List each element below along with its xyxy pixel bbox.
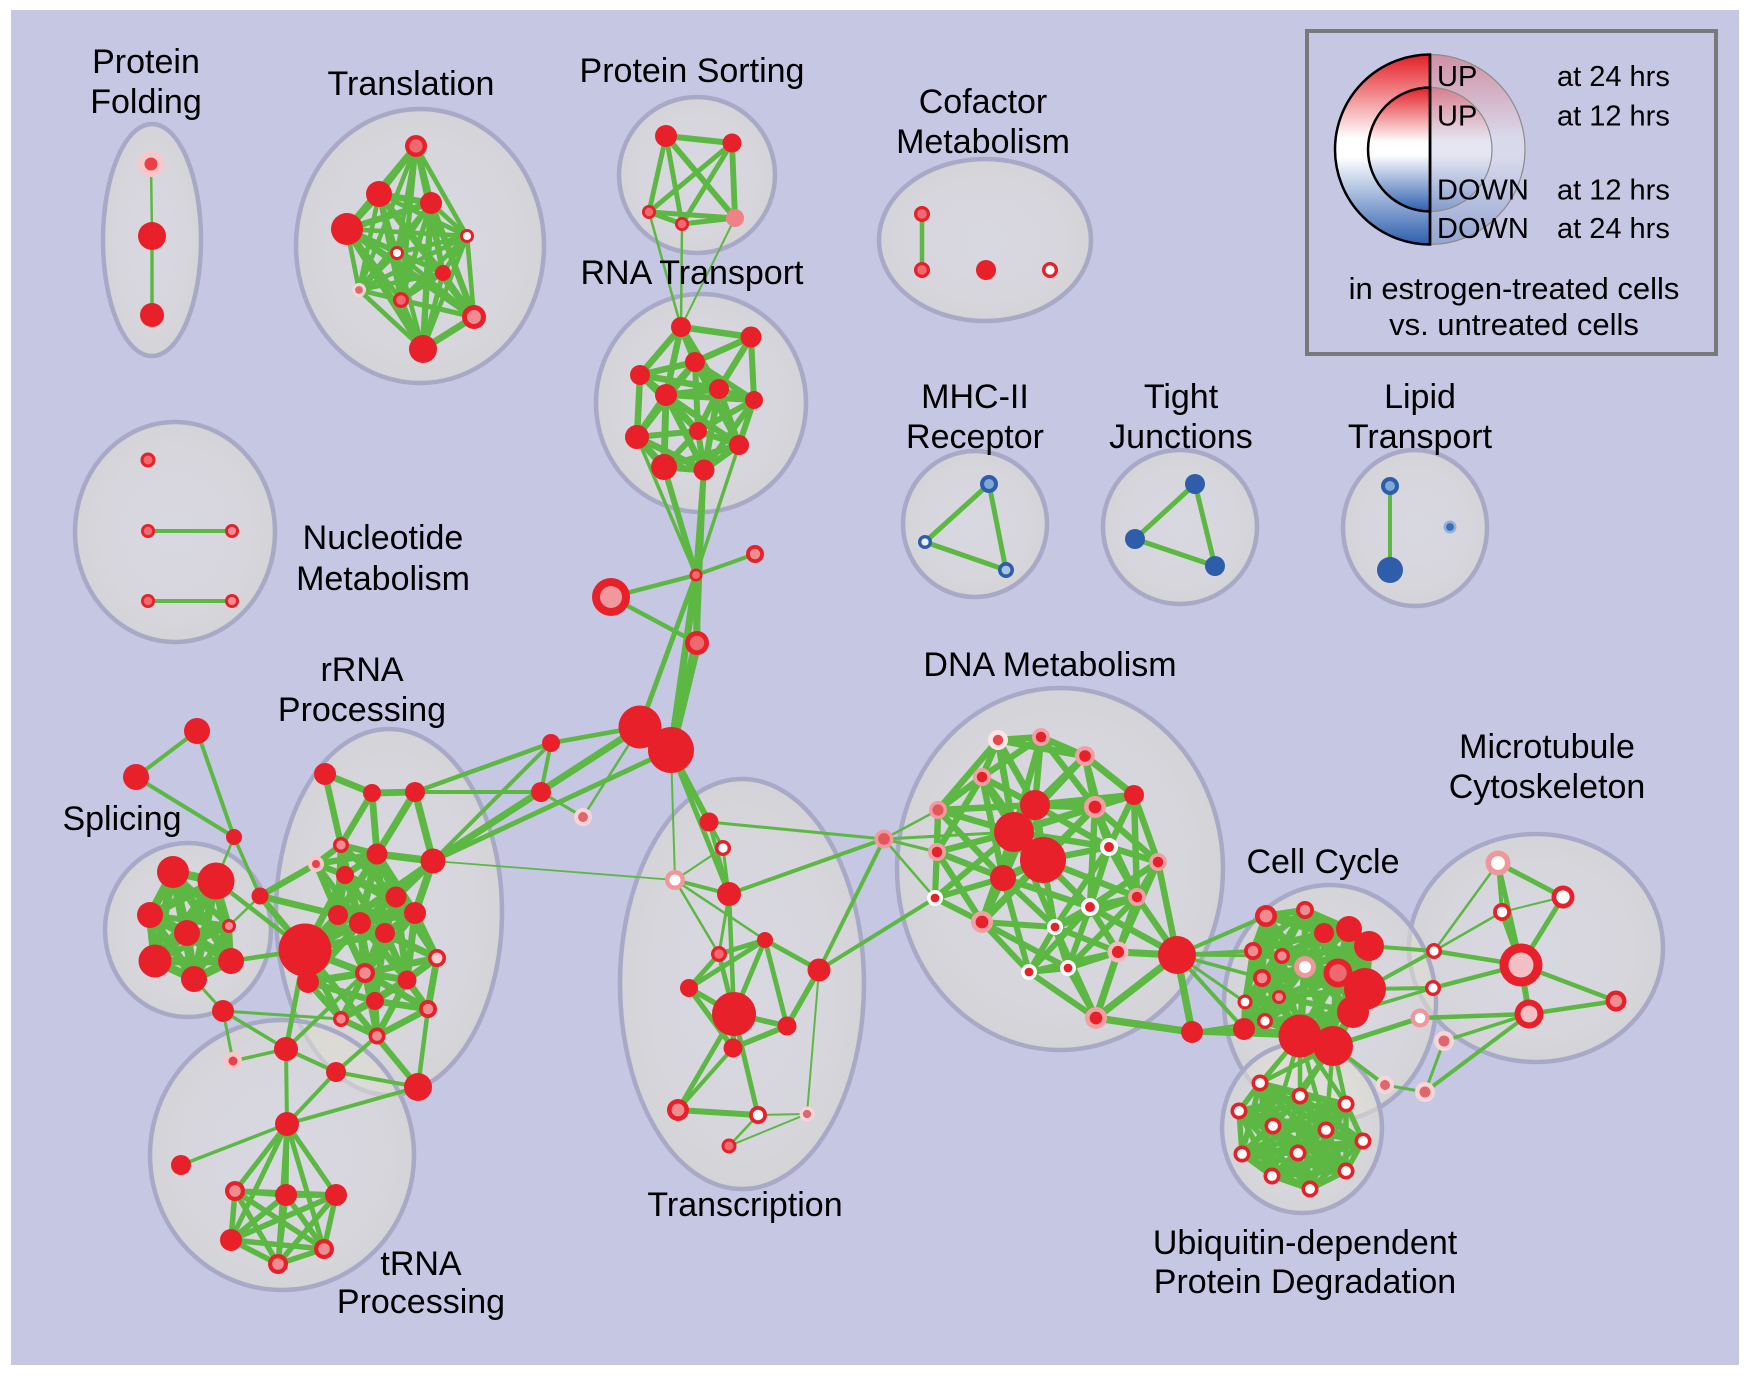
svg-text:vs. untreated cells: vs. untreated cells <box>1389 307 1639 342</box>
svg-text:Protein Sorting: Protein Sorting <box>580 52 805 90</box>
svg-text:Transcription: Transcription <box>647 1186 842 1224</box>
svg-text:Translation: Translation <box>328 65 495 103</box>
svg-text:Protein Degradation: Protein Degradation <box>1154 1263 1456 1301</box>
svg-text:Ubiquitin-dependent: Ubiquitin-dependent <box>1153 1224 1458 1262</box>
svg-text:DOWN: DOWN <box>1437 213 1529 245</box>
svg-text:in estrogen-treated cells: in estrogen-treated cells <box>1349 271 1680 306</box>
svg-text:Cell Cycle: Cell Cycle <box>1246 843 1399 881</box>
svg-text:Processing: Processing <box>337 1283 505 1321</box>
svg-text:Folding: Folding <box>90 83 202 121</box>
svg-text:Protein: Protein <box>92 43 200 81</box>
svg-text:MHC-II: MHC-II <box>921 378 1029 416</box>
svg-text:Junctions: Junctions <box>1109 418 1253 456</box>
svg-text:Cofactor: Cofactor <box>919 83 1048 121</box>
svg-text:Receptor: Receptor <box>906 418 1044 456</box>
svg-text:UP: UP <box>1437 101 1477 133</box>
svg-text:Metabolism: Metabolism <box>896 123 1070 161</box>
svg-text:Microtubule: Microtubule <box>1459 728 1635 766</box>
svg-text:Nucleotide: Nucleotide <box>303 519 464 557</box>
svg-text:Cytoskeleton: Cytoskeleton <box>1449 768 1646 806</box>
svg-text:DOWN: DOWN <box>1437 175 1529 207</box>
svg-text:UP: UP <box>1437 61 1477 93</box>
svg-text:at 24 hrs: at 24 hrs <box>1557 213 1670 245</box>
svg-text:Lipid: Lipid <box>1384 378 1456 416</box>
svg-text:DNA Metabolism: DNA Metabolism <box>923 646 1176 684</box>
svg-text:at 24 hrs: at 24 hrs <box>1557 61 1670 93</box>
svg-text:rRNA: rRNA <box>320 651 403 689</box>
svg-text:tRNA: tRNA <box>380 1245 462 1283</box>
svg-text:Splicing: Splicing <box>62 800 181 838</box>
svg-text:Tight: Tight <box>1144 378 1219 416</box>
svg-text:Metabolism: Metabolism <box>296 560 470 598</box>
svg-text:at 12 hrs: at 12 hrs <box>1557 101 1670 133</box>
svg-text:RNA Transport: RNA Transport <box>581 254 805 292</box>
svg-text:Transport: Transport <box>1348 418 1493 456</box>
svg-text:at 12 hrs: at 12 hrs <box>1557 175 1670 207</box>
svg-text:Processing: Processing <box>278 691 446 729</box>
